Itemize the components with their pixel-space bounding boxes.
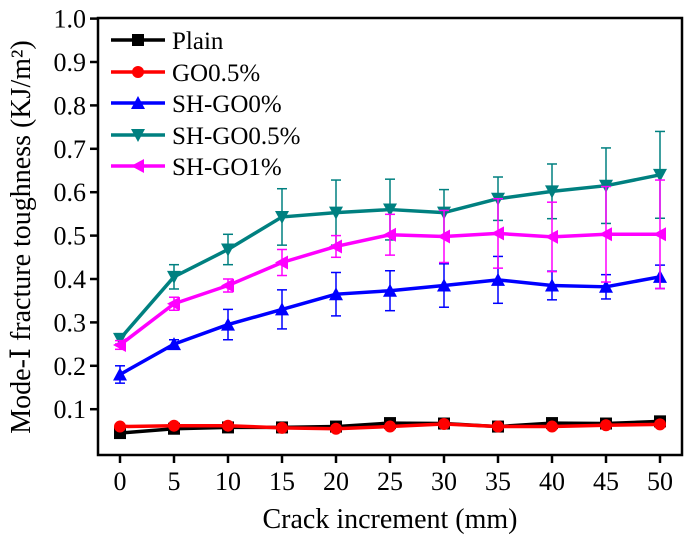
data-point <box>653 227 666 242</box>
data-point <box>491 272 505 286</box>
x-tick-label: 5 <box>168 467 181 496</box>
data-point <box>600 419 612 432</box>
legend-label: SH-GO0.5% <box>172 123 300 150</box>
y-tick-label: 0.6 <box>54 178 87 207</box>
y-tick-label: 1.0 <box>54 5 87 34</box>
series-sh-go0- <box>113 255 667 384</box>
data-point <box>491 226 504 241</box>
data-point <box>167 296 180 311</box>
legend-marker <box>131 129 145 142</box>
y-tick-label: 0.4 <box>54 265 87 294</box>
data-point <box>329 239 342 254</box>
x-tick-label: 50 <box>647 467 673 496</box>
data-point <box>383 283 397 297</box>
data-point <box>653 168 667 182</box>
y-axis-label: Mode-Ⅰ fracture toughness (KJ/m²) <box>6 40 37 433</box>
data-point <box>275 255 288 270</box>
legend-marker <box>131 96 145 109</box>
data-point <box>329 287 343 301</box>
y-tick-label: 0.8 <box>54 91 87 120</box>
legend-label: SH-GO1% <box>172 154 282 181</box>
legend-item: SH-GO0% <box>111 91 282 118</box>
x-tick-label: 40 <box>539 467 565 496</box>
data-point <box>492 420 504 433</box>
legend-item: Plain <box>111 28 224 55</box>
data-point <box>438 417 450 430</box>
data-point <box>113 332 127 346</box>
x-axis-label: Crack increment (mm) <box>262 504 517 535</box>
data-point <box>437 229 450 244</box>
data-point <box>330 422 342 435</box>
x-tick-label: 30 <box>431 467 457 496</box>
x-tick-label: 0 <box>114 467 127 496</box>
y-tick-label: 0.5 <box>54 222 87 251</box>
series-go0-5- <box>114 417 666 435</box>
data-point <box>383 227 396 242</box>
data-point <box>654 418 666 431</box>
data-point <box>545 185 559 199</box>
legend-item: SH-GO0.5% <box>111 123 300 150</box>
data-point <box>221 278 234 293</box>
legend-marker <box>131 159 144 173</box>
data-point <box>113 367 127 381</box>
data-point <box>167 337 181 351</box>
data-point <box>599 279 613 293</box>
data-point <box>384 420 396 433</box>
legend-marker <box>132 66 144 78</box>
data-point <box>275 302 289 316</box>
data-point <box>545 278 559 292</box>
data-point <box>275 210 289 224</box>
x-tick-label: 20 <box>323 467 349 496</box>
legend-item: SH-GO1% <box>111 154 282 181</box>
plot-marks <box>113 130 667 440</box>
data-point <box>113 337 126 352</box>
legend: Plain GO0.5% SH-GO0% SH-GO0.5% SH-GO1% <box>111 28 300 181</box>
data-point <box>221 243 235 257</box>
data-point <box>437 278 451 292</box>
data-point <box>383 203 397 217</box>
legend-marker <box>132 34 144 46</box>
x-tick-label: 25 <box>377 467 403 496</box>
axes: 0 5 10 15 20 25 30 35 40 45 50 0.1 0.2 0.3 0.4 0.5 0.6 0.… <box>54 5 674 496</box>
y-tick-label: 0.9 <box>54 48 87 77</box>
x-tick-label: 10 <box>215 467 241 496</box>
data-point <box>221 317 235 331</box>
data-point <box>329 206 343 220</box>
x-tick-label: 15 <box>269 467 295 496</box>
x-tick-label: 45 <box>593 467 619 496</box>
data-point <box>545 229 558 244</box>
data-point <box>167 270 181 284</box>
legend-label: SH-GO0% <box>172 91 282 118</box>
data-point <box>546 420 558 433</box>
data-point <box>222 419 234 432</box>
legend-label: GO0.5% <box>172 60 260 87</box>
x-tick-label: 35 <box>485 467 511 496</box>
series-sh-go1- <box>113 179 666 352</box>
data-point <box>168 419 180 432</box>
legend-label: Plain <box>172 28 224 55</box>
data-point <box>114 420 126 433</box>
y-tick-label: 0.7 <box>54 135 87 164</box>
data-point <box>599 227 612 242</box>
y-tick-label: 0.2 <box>54 352 87 381</box>
legend-item: GO0.5% <box>111 60 260 87</box>
y-tick-label: 0.3 <box>54 308 87 337</box>
data-point <box>276 421 288 434</box>
y-tick-label: 0.1 <box>54 395 87 424</box>
